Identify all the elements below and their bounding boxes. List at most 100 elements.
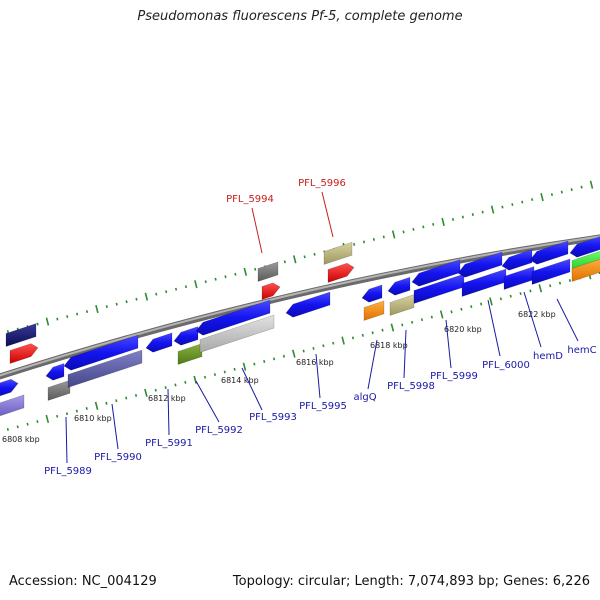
- gene-feature[interactable]: [363, 300, 385, 321]
- tick-mark: [451, 218, 455, 221]
- gene-feature[interactable]: [285, 291, 331, 318]
- genome-stats-text: Topology: circular; Length: 7,074,893 bp…: [232, 574, 590, 589]
- leader-line: [315, 353, 321, 399]
- tick-mark: [430, 315, 433, 319]
- label-leader-lines: [65, 191, 579, 464]
- tick-mark: [194, 280, 198, 289]
- leader-line: [251, 207, 263, 254]
- gene-feature[interactable]: [361, 284, 383, 303]
- gene-feature[interactable]: [571, 258, 600, 282]
- tick-mark: [351, 336, 355, 340]
- gene-label[interactable]: PFL_5989: [44, 466, 92, 477]
- gene-feature[interactable]: [501, 249, 533, 271]
- gene-feature[interactable]: [411, 259, 461, 287]
- tick-mark: [471, 213, 474, 216]
- tick-mark: [353, 242, 356, 246]
- leader-line: [445, 319, 452, 369]
- scale-tick-label: 6820 kbp: [444, 325, 482, 334]
- tick-mark: [490, 205, 495, 214]
- gene-feature[interactable]: [0, 378, 19, 397]
- gene-label[interactable]: PFL_6000: [482, 360, 530, 371]
- gene-feature[interactable]: [177, 343, 203, 365]
- gene-feature[interactable]: [9, 343, 39, 364]
- tick-mark: [283, 260, 286, 264]
- tick-mark: [36, 420, 39, 424]
- gene-feature[interactable]: [0, 394, 25, 417]
- gene-label[interactable]: PFL_5996: [298, 178, 346, 189]
- tick-mark: [489, 297, 493, 306]
- tick-mark: [302, 349, 305, 353]
- tick-mark: [401, 323, 404, 327]
- gene-label[interactable]: PFL_5994: [226, 194, 274, 205]
- gene-label[interactable]: PFL_5990: [94, 452, 142, 463]
- gene-feature[interactable]: [569, 235, 600, 258]
- gene-feature[interactable]: [257, 261, 279, 282]
- tick-mark: [94, 401, 99, 410]
- tick-mark: [480, 302, 483, 306]
- gene-label[interactable]: PFL_5995: [299, 401, 347, 412]
- tick-mark: [16, 425, 19, 429]
- genome-backbone: [0, 234, 600, 380]
- gene-feature[interactable]: [529, 240, 569, 265]
- gene-feature[interactable]: [145, 332, 173, 353]
- gene-feature[interactable]: [261, 282, 281, 300]
- tick-mark: [531, 198, 534, 202]
- tick-mark: [85, 310, 89, 314]
- tick-mark: [125, 300, 128, 304]
- tick-mark: [580, 185, 583, 189]
- tick-mark: [322, 344, 325, 348]
- tick-mark: [105, 401, 108, 405]
- gene-feature[interactable]: [63, 334, 139, 371]
- tick-mark: [570, 188, 573, 192]
- tick-mark: [529, 289, 532, 293]
- tick-mark: [568, 279, 571, 282]
- tick-mark: [371, 331, 374, 335]
- tick-mark: [381, 328, 384, 332]
- gene-feature[interactable]: [389, 294, 415, 316]
- tick-mark: [560, 190, 563, 194]
- tick-mark: [412, 227, 415, 231]
- gene-feature[interactable]: [457, 251, 503, 278]
- leader-line: [403, 329, 407, 379]
- gene-label[interactable]: PFL_5992: [195, 425, 243, 436]
- gene-feature[interactable]: [199, 314, 275, 353]
- tick-mark: [519, 292, 522, 296]
- gene-feature[interactable]: [531, 258, 571, 285]
- gene-label[interactable]: PFL_5993: [249, 412, 297, 423]
- tick-mark: [538, 284, 543, 293]
- gene-label[interactable]: hemD: [533, 351, 563, 362]
- tick-mark: [509, 294, 512, 298]
- scale-tick-label: 6810 kbp: [74, 414, 112, 423]
- leader-line: [321, 191, 334, 238]
- gene-label[interactable]: algQ: [353, 392, 376, 403]
- leader-line: [556, 298, 579, 342]
- tick-mark: [45, 414, 50, 424]
- tick-mark: [540, 193, 544, 202]
- tick-mark: [420, 318, 424, 322]
- gene-feature[interactable]: [327, 262, 355, 283]
- tick-mark: [499, 297, 502, 301]
- tick-mark: [411, 320, 414, 324]
- gene-label[interactable]: PFL_5999: [430, 371, 478, 382]
- tick-mark: [125, 396, 128, 400]
- gene-feature[interactable]: [173, 326, 199, 346]
- tick-mark: [481, 210, 484, 214]
- gene-feature[interactable]: [195, 299, 271, 336]
- tick-mark: [26, 422, 29, 426]
- gene-feature[interactable]: [47, 379, 71, 401]
- gene-label[interactable]: PFL_5991: [145, 438, 193, 449]
- gene-feature[interactable]: [323, 241, 353, 265]
- gene-feature[interactable]: [387, 276, 411, 296]
- tick-mark: [174, 383, 177, 387]
- tick-mark: [521, 200, 524, 204]
- gene-feature[interactable]: [45, 363, 65, 381]
- gene-feature[interactable]: [67, 349, 143, 388]
- tick-mark: [332, 341, 335, 345]
- gene-label[interactable]: hemC: [567, 345, 596, 356]
- tick-mark: [243, 267, 248, 276]
- gene-feature[interactable]: [5, 323, 37, 347]
- tick-mark: [76, 312, 79, 316]
- gene-label[interactable]: PFL_5998: [387, 381, 435, 392]
- tick-mark: [272, 357, 276, 361]
